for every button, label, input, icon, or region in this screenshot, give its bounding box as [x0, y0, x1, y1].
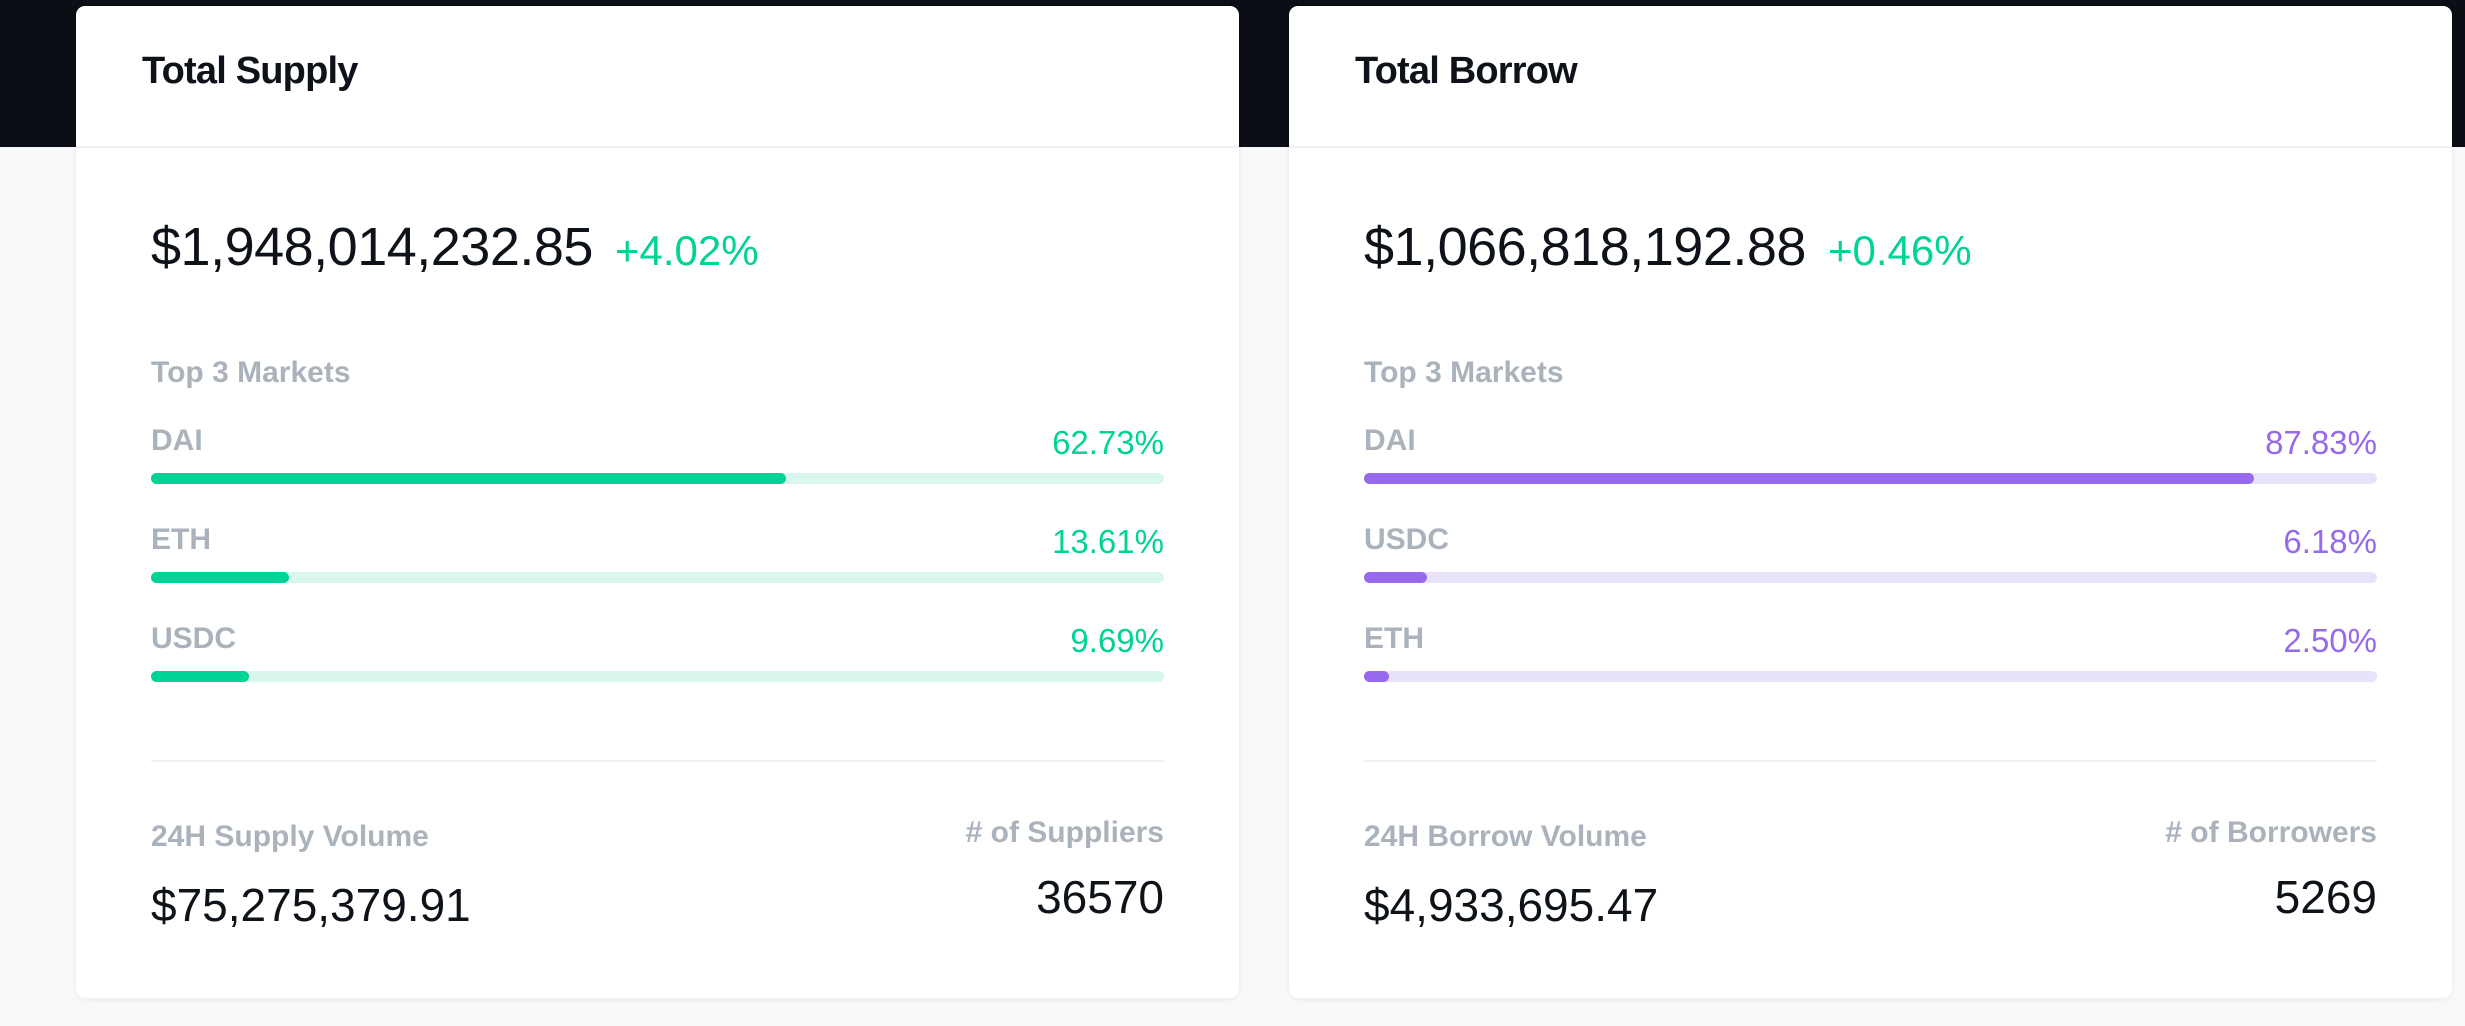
borrowers-count-value: 5269 — [2274, 871, 2377, 923]
top-markets-label: Top 3 Markets — [1364, 356, 1564, 389]
market-progress-fill — [1364, 671, 1390, 682]
market-percent: 13.61% — [1052, 523, 1164, 560]
market-progress-track — [151, 572, 1164, 583]
total-borrow-value: $1,066,818,192.88 — [1364, 217, 1806, 277]
market-progress-track — [1364, 671, 2377, 682]
market-progress-fill — [1364, 572, 1427, 583]
market-name: DAI — [151, 424, 203, 457]
supply-volume-label: 24H Supply Volume — [151, 820, 429, 853]
total-borrow-card: Total Borrow $1,066,818,192.88 +0.46% To… — [1289, 6, 2452, 998]
market-percent: 9.69% — [1070, 622, 1164, 659]
card-title: Total Borrow — [1355, 50, 1578, 92]
market-name: USDC — [151, 622, 237, 655]
market-row-dai[interactable]: DAI 87.83% — [1364, 424, 2377, 494]
suppliers-count-label: # of Suppliers — [965, 816, 1164, 849]
supply-volume-value: $75,275,379.91 — [151, 879, 471, 931]
suppliers-count-value: 36570 — [1036, 871, 1164, 923]
market-progress-track — [1364, 572, 2377, 583]
market-progress-fill — [151, 473, 787, 484]
divider — [1364, 760, 2377, 762]
market-progress-track — [151, 473, 1164, 484]
market-row-usdc[interactable]: USDC 9.69% — [151, 622, 1164, 692]
total-borrow-change: +0.46% — [1827, 227, 1972, 274]
total-supply-value: $1,948,014,232.85 — [151, 217, 593, 277]
market-name: ETH — [151, 523, 211, 556]
market-progress-fill — [151, 572, 289, 583]
market-name: DAI — [1364, 424, 1416, 457]
market-percent: 62.73% — [1052, 424, 1164, 461]
market-row-usdc[interactable]: USDC 6.18% — [1364, 523, 2377, 593]
market-progress-fill — [1364, 473, 2254, 484]
market-name: USDC — [1364, 523, 1450, 556]
borrow-volume-label: 24H Borrow Volume — [1364, 820, 1647, 853]
market-row-eth[interactable]: ETH 13.61% — [151, 523, 1164, 593]
market-row-eth[interactable]: ETH 2.50% — [1364, 622, 2377, 692]
top-markets-label: Top 3 Markets — [151, 356, 351, 389]
market-percent: 87.83% — [2265, 424, 2377, 461]
market-name: ETH — [1364, 622, 1424, 655]
divider — [151, 760, 1164, 762]
total-row: $1,948,014,232.85 +4.02% — [151, 216, 759, 278]
card-header: Total Borrow — [1289, 6, 2452, 148]
card-title: Total Supply — [142, 50, 358, 92]
borrowers-count-label: # of Borrowers — [2165, 816, 2377, 849]
market-row-dai[interactable]: DAI 62.73% — [151, 424, 1164, 494]
market-progress-track — [151, 671, 1164, 682]
total-supply-change: +4.02% — [614, 227, 759, 274]
market-percent: 6.18% — [2283, 523, 2377, 560]
card-header: Total Supply — [76, 6, 1239, 148]
market-progress-track — [1364, 473, 2377, 484]
total-supply-card: Total Supply $1,948,014,232.85 +4.02% To… — [76, 6, 1239, 998]
total-row: $1,066,818,192.88 +0.46% — [1364, 216, 1972, 278]
market-percent: 2.50% — [2283, 622, 2377, 659]
borrow-volume-value: $4,933,695.47 — [1364, 879, 1659, 931]
market-progress-fill — [151, 671, 250, 682]
